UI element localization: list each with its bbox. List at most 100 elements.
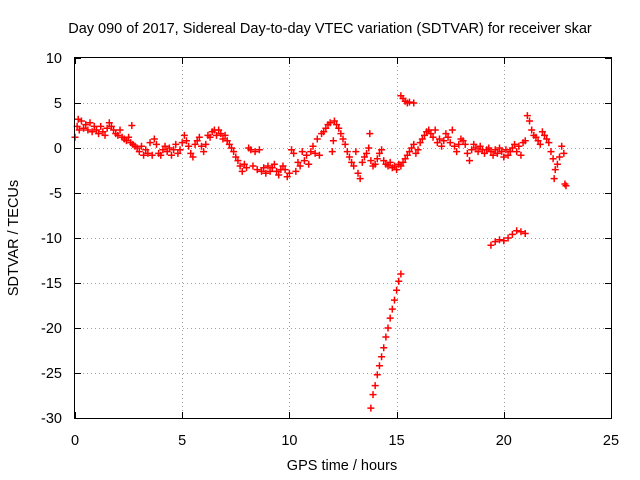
data-point (247, 146, 255, 154)
x-tick-label: 25 (603, 433, 619, 449)
data-point (315, 151, 323, 159)
data-point (279, 162, 287, 170)
data-point (148, 151, 156, 159)
data-point (435, 135, 443, 143)
data-point (363, 149, 371, 157)
data-point (523, 112, 531, 120)
data-point (273, 167, 281, 175)
data-point (84, 126, 92, 134)
data-point (253, 166, 261, 174)
data-point (339, 135, 347, 143)
data-point (549, 155, 557, 163)
data-point (146, 139, 154, 147)
data-point (182, 137, 190, 145)
data-point (234, 157, 242, 165)
data-point (536, 140, 544, 148)
data-point (420, 131, 428, 139)
data-point (75, 126, 83, 134)
data-point (251, 148, 259, 156)
data-point (378, 146, 386, 154)
y-tick-label: -20 (41, 321, 62, 337)
data-point (461, 140, 469, 148)
data-point (405, 148, 413, 156)
data-point (307, 148, 315, 156)
x-axis-label: GPS time / hours (287, 458, 397, 474)
data-point (345, 153, 353, 161)
y-tick-label: 10 (46, 51, 62, 67)
grid (75, 58, 611, 418)
data-point (298, 148, 306, 156)
data-point (455, 140, 463, 148)
data-point (281, 166, 289, 174)
data-point (99, 128, 107, 136)
data-point (266, 167, 274, 175)
data-point (410, 140, 418, 148)
data-point (133, 144, 141, 152)
y-tick-label: -10 (41, 231, 62, 247)
data-point (367, 157, 375, 165)
y-tick-label: -5 (49, 186, 62, 202)
data-point (337, 130, 345, 138)
y-tick-label: 5 (54, 96, 62, 112)
data-point (489, 151, 497, 159)
data-point (410, 99, 418, 107)
data-point (427, 130, 435, 138)
data-point (311, 149, 319, 157)
data-point (367, 404, 375, 412)
data-point (474, 148, 482, 156)
data-point (88, 128, 96, 136)
data-point (390, 162, 398, 170)
data-point (260, 164, 268, 172)
data-point (521, 137, 529, 145)
data-point (255, 146, 263, 154)
data-point (343, 148, 351, 156)
data-point (553, 160, 561, 168)
data-point (165, 144, 173, 152)
data-point (350, 162, 358, 170)
data-point (322, 124, 330, 132)
data-point (504, 234, 512, 242)
data-point (283, 173, 291, 181)
data-point (125, 133, 133, 141)
data-point (333, 121, 341, 129)
data-point (373, 155, 381, 163)
data-point (373, 371, 381, 379)
data-point (228, 144, 236, 152)
data-point (393, 166, 401, 174)
plot-frame (74, 57, 612, 419)
data-point (393, 286, 401, 294)
data-point (468, 146, 476, 154)
data-point (107, 122, 115, 130)
data-points (71, 92, 570, 412)
data-point (159, 146, 167, 154)
data-point (360, 153, 368, 161)
data-point (562, 182, 570, 190)
data-point (487, 148, 495, 156)
data-point (292, 167, 300, 175)
data-point (403, 151, 411, 159)
data-point (249, 162, 257, 170)
data-point (380, 344, 388, 352)
data-point (491, 146, 499, 154)
data-point (395, 277, 403, 285)
data-point (150, 135, 158, 143)
data-point (114, 131, 122, 139)
data-point (144, 149, 152, 157)
data-point (444, 133, 452, 141)
data-point (335, 124, 343, 132)
data-point (264, 162, 272, 170)
data-point (442, 130, 450, 138)
data-point (528, 126, 536, 134)
y-tick-label: -25 (41, 366, 62, 382)
data-point (504, 151, 512, 159)
data-point (384, 162, 392, 170)
data-point (225, 140, 233, 148)
data-point (243, 164, 251, 172)
data-point (384, 324, 392, 332)
data-point (82, 121, 90, 129)
data-point (496, 144, 504, 152)
data-point (236, 162, 244, 170)
x-tick-label: 10 (281, 433, 297, 449)
data-point (515, 142, 523, 150)
data-point (206, 133, 214, 141)
